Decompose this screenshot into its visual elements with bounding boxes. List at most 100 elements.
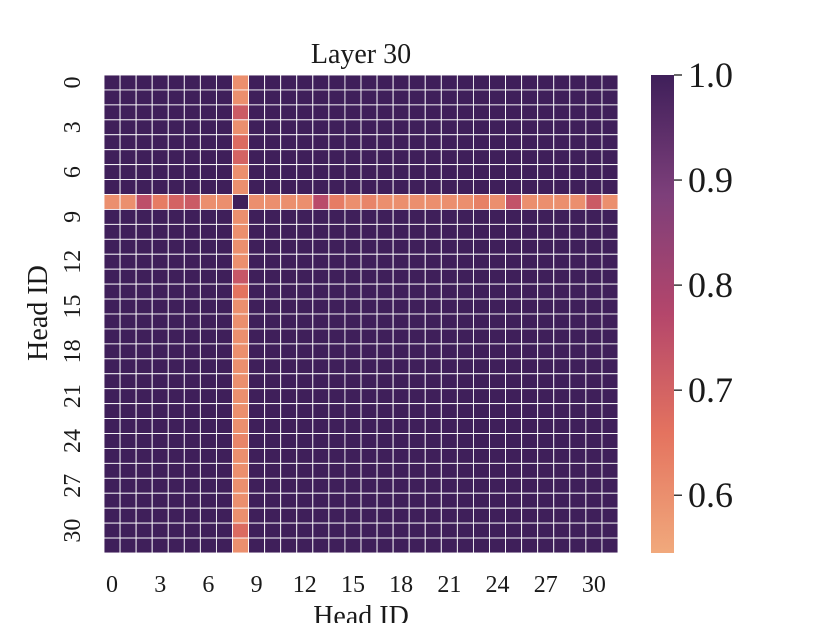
heatmap-cell [569,134,587,151]
heatmap-cell [376,253,394,270]
heatmap-cell [264,343,282,360]
heatmap-cell [360,537,378,554]
heatmap-cell [569,388,587,405]
heatmap-cell [456,313,474,330]
heatmap-cell [199,164,217,181]
heatmap-cell [312,268,330,285]
heatmap-cell [392,119,410,136]
heatmap-cell [296,462,314,479]
heatmap-cell [296,268,314,285]
heatmap-cell [248,433,266,449]
heatmap-cell [537,104,555,121]
heatmap-cell [408,358,426,375]
heatmap-cell [376,343,394,360]
heatmap-cell [135,119,153,136]
heatmap-cell [312,283,330,300]
heatmap-cell [167,179,185,195]
heatmap-cell [296,358,314,375]
heatmap-cell [328,119,346,136]
heatmap-cell [183,403,201,420]
y-tick-label: 6 [60,166,86,178]
heatmap-cell [167,447,185,464]
heatmap-cell [167,477,185,494]
heatmap-cell [264,403,282,420]
heatmap-cell [553,253,571,270]
heatmap-cell [408,522,426,539]
heatmap-cell [360,164,378,181]
heatmap-cell [167,537,185,554]
heatmap-cell [489,283,507,300]
heatmap-cell [232,283,250,300]
heatmap-cell [553,179,571,195]
heatmap-cell [408,149,426,166]
heatmap-cell [440,343,458,360]
heatmap-cell [232,447,250,464]
heatmap-cell [537,194,555,210]
heatmap-cell [456,418,474,434]
heatmap-cell [215,194,233,210]
x-tick-label: 30 [582,572,606,598]
heatmap-cell [376,238,394,255]
heatmap-cell [456,208,474,225]
heatmap-cell [119,134,137,151]
heatmap-cell [440,433,458,449]
heatmap-cell [376,328,394,345]
heatmap-cell [408,462,426,479]
heatmap-cell [553,492,571,509]
heatmap-cell [280,238,298,255]
heatmap-cell [135,492,153,509]
heatmap-cell [232,298,250,315]
heatmap-cell [296,507,314,524]
heatmap-cell [103,477,121,494]
heatmap-cell [472,119,490,136]
heatmap-cell [232,418,250,434]
heatmap-cell [505,373,523,390]
heatmap-cell [360,522,378,539]
heatmap-cell [392,343,410,360]
heatmap-cell [248,208,266,225]
heatmap-cell [296,149,314,166]
heatmap-cell [344,522,362,539]
heatmap-cell [424,433,442,449]
heatmap-cell [248,447,266,464]
heatmap-cell [215,537,233,554]
heatmap-cell [440,403,458,420]
heatmap-cell [119,403,137,420]
heatmap-cell [183,373,201,390]
heatmap-cell [569,223,587,240]
heatmap-cell [151,238,169,255]
heatmap-cell [119,388,137,405]
heatmap-cell [103,313,121,330]
heatmap-cell [151,358,169,375]
heatmap-cell [312,418,330,434]
heatmap-cell [585,328,603,345]
heatmap-cell [167,433,185,449]
heatmap-cell [360,283,378,300]
heatmap-cell [376,537,394,554]
heatmap-cell [392,74,410,91]
heatmap-cell [472,164,490,181]
heatmap-cell [553,89,571,106]
heatmap-cell [183,194,201,210]
heatmap-cell [408,492,426,509]
heatmap-cell [553,223,571,240]
heatmap-cell [183,149,201,166]
heatmap-cell [183,343,201,360]
heatmap-cell [328,433,346,449]
heatmap-cell [456,358,474,375]
heatmap-cell [280,492,298,509]
heatmap-cells [103,74,619,554]
heatmap-cell [424,492,442,509]
heatmap-cell [569,253,587,270]
heatmap-cell [408,119,426,136]
heatmap-cell [328,283,346,300]
heatmap-cell [312,462,330,479]
heatmap-cell [537,447,555,464]
heatmap-cell [585,253,603,270]
heatmap-cell [392,328,410,345]
heatmap-cell [167,313,185,330]
heatmap-cell [360,253,378,270]
colorbar [651,75,674,553]
heatmap-cell [119,537,137,554]
